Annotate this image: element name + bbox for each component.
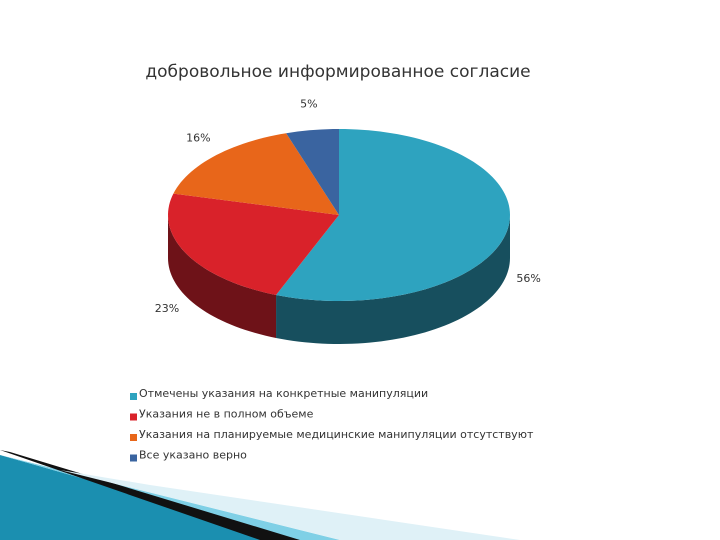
- legend-swatch: [130, 434, 137, 441]
- legend-label: Все указано верно: [139, 449, 247, 462]
- chart-title: добровольное информированное согласие: [145, 62, 530, 82]
- legend-swatch: [130, 454, 137, 462]
- slice: [286, 129, 339, 215]
- slice-side: [168, 215, 277, 338]
- data-label: 23%: [155, 302, 179, 315]
- slice-side: [276, 215, 510, 344]
- data-label: 5%: [300, 97, 317, 110]
- data-label: 16%: [186, 131, 210, 144]
- slice: [168, 193, 339, 295]
- legend-label: Указания не в полном объеме: [139, 408, 314, 421]
- pie: 56% 23% 16% 5%: [155, 97, 541, 344]
- legend-swatch: [130, 393, 137, 400]
- decor: [60, 470, 520, 540]
- legend-label: Отмечены указания на конкретные манипуля…: [139, 387, 428, 400]
- legend-label: Указания на планируемые медицинские мани…: [139, 428, 534, 441]
- legend: Отмечены указания на конкретные манипуля…: [130, 387, 534, 462]
- slice: [276, 129, 510, 301]
- legend-swatch: [130, 413, 137, 421]
- data-label: 56%: [516, 272, 540, 285]
- slice: [173, 133, 339, 215]
